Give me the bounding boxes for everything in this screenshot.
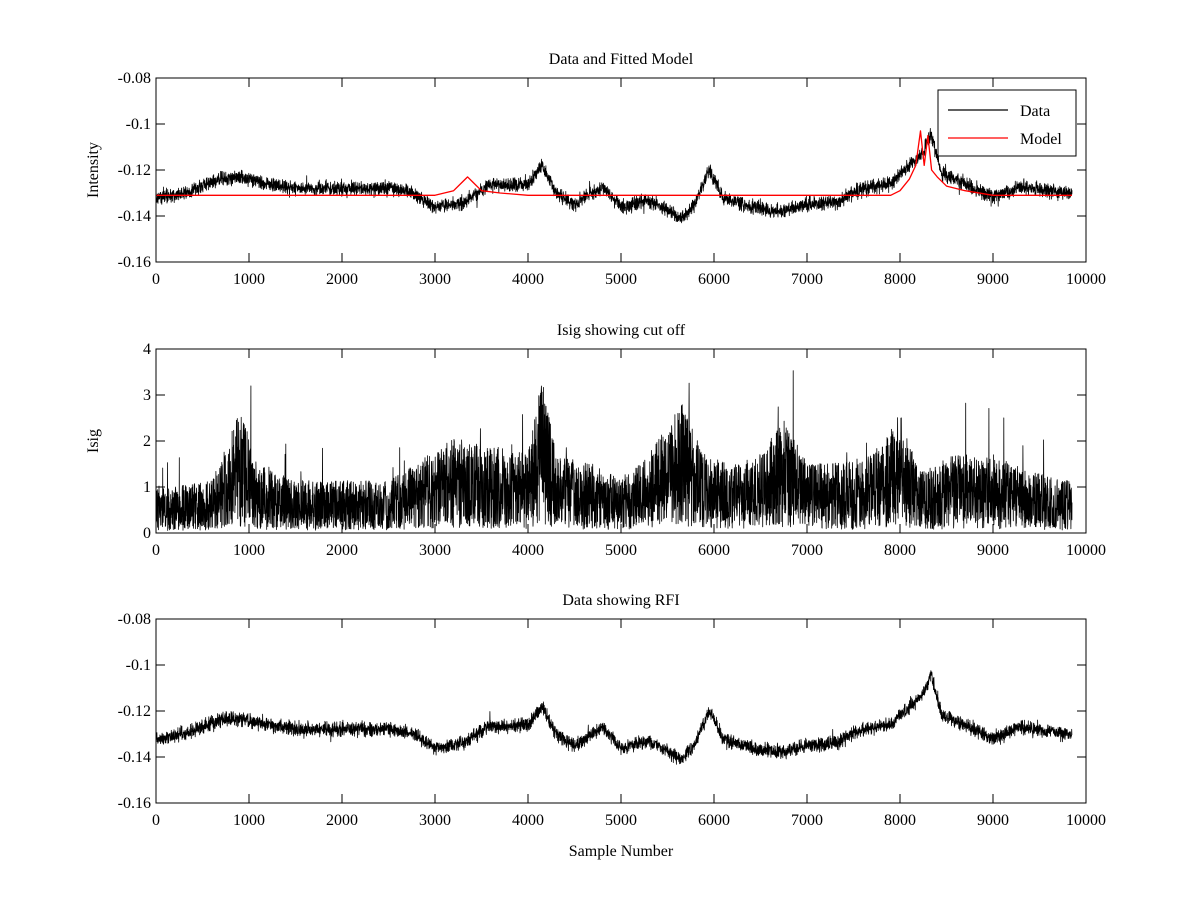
y-tick-label: -0.14 [118,208,151,225]
y-tick-label: -0.08 [118,70,151,87]
series-line-model [156,130,1072,196]
x-tick-label: 0 [152,271,160,288]
y-tick-label: -0.12 [118,162,151,179]
legend-label-data: Data [1020,103,1050,120]
y-tick-label: 3 [143,387,151,404]
x-tick-label: 2000 [326,812,358,829]
x-tick-label: 9000 [977,271,1009,288]
x-tick-label: 8000 [884,542,916,559]
y-tick-label: -0.16 [118,254,151,271]
plot-area [156,619,1086,803]
x-tick-label: 9000 [977,542,1009,559]
x-tick-label: 7000 [791,542,823,559]
x-tick-label: 3000 [419,812,451,829]
chart-panel-2: 0 1000 2000 3000 4000 5000 6000 7000 8000 9000 100… [85,322,1106,559]
x-tick-label: 0 [152,542,160,559]
legend-box [937,89,1077,157]
y-tick-label: 0 [143,525,151,542]
x-tick-label: 10000 [1066,271,1106,288]
chart-panel-1: 0 1000 2000 3000 4000 5000 6000 7000 8000 9000 100… [85,51,1106,288]
x-tick-label: 2000 [326,542,358,559]
x-tick-label: 4000 [512,812,544,829]
x-tick-label: 10000 [1066,812,1106,829]
x-tick-label: 5000 [605,812,637,829]
x-tick-label: 9000 [977,812,1009,829]
x-tick-label: 1000 [233,542,265,559]
y-tick-label: -0.08 [118,611,151,628]
x-tick-label: 2000 [326,271,358,288]
x-tick-label: 6000 [698,812,730,829]
y-axis-label: Isig [85,429,102,453]
x-tick-label: 5000 [605,271,637,288]
series-line-data [156,670,1073,765]
x-tick-label: 6000 [698,542,730,559]
y-tick-label: 2 [143,433,151,450]
x-tick-label: 4000 [512,542,544,559]
series-line-data [156,128,1073,224]
x-tick-label: 1000 [233,271,265,288]
x-tick-label: 3000 [419,271,451,288]
y-tick-label: -0.14 [118,749,151,766]
series-line-isig [156,370,1073,531]
x-tick-label: 8000 [884,271,916,288]
y-tick-label: -0.16 [118,795,151,812]
x-tick-label: 5000 [605,542,637,559]
x-tick-label: 3000 [419,542,451,559]
x-tick-label: 1000 [233,812,265,829]
x-tick-label: 10000 [1066,542,1106,559]
x-tick-label: 6000 [698,271,730,288]
chart-title: Data and Fitted Model [549,51,694,68]
legend-label-model: Model [1020,131,1062,148]
x-tick-label: 7000 [791,812,823,829]
chart-title: Isig showing cut off [557,322,686,339]
y-tick-label: -0.1 [126,657,151,674]
y-tick-label: -0.1 [126,116,151,133]
x-tick-label: 4000 [512,271,544,288]
legend: Data Model [937,89,1077,157]
x-axis-label: Sample Number [569,843,674,860]
chart-panel-3: 0 1000 2000 3000 4000 5000 6000 7000 8000 9000 100… [118,592,1106,860]
y-axis-label: Intensity [85,142,102,198]
x-tick-label: 8000 [884,812,916,829]
y-tick-label: -0.12 [118,703,151,720]
y-tick-label: 1 [143,479,151,496]
x-tick-label: 0 [152,812,160,829]
y-tick-label: 4 [143,341,151,358]
x-tick-label: 7000 [791,271,823,288]
chart-title: Data showing RFI [562,592,679,609]
